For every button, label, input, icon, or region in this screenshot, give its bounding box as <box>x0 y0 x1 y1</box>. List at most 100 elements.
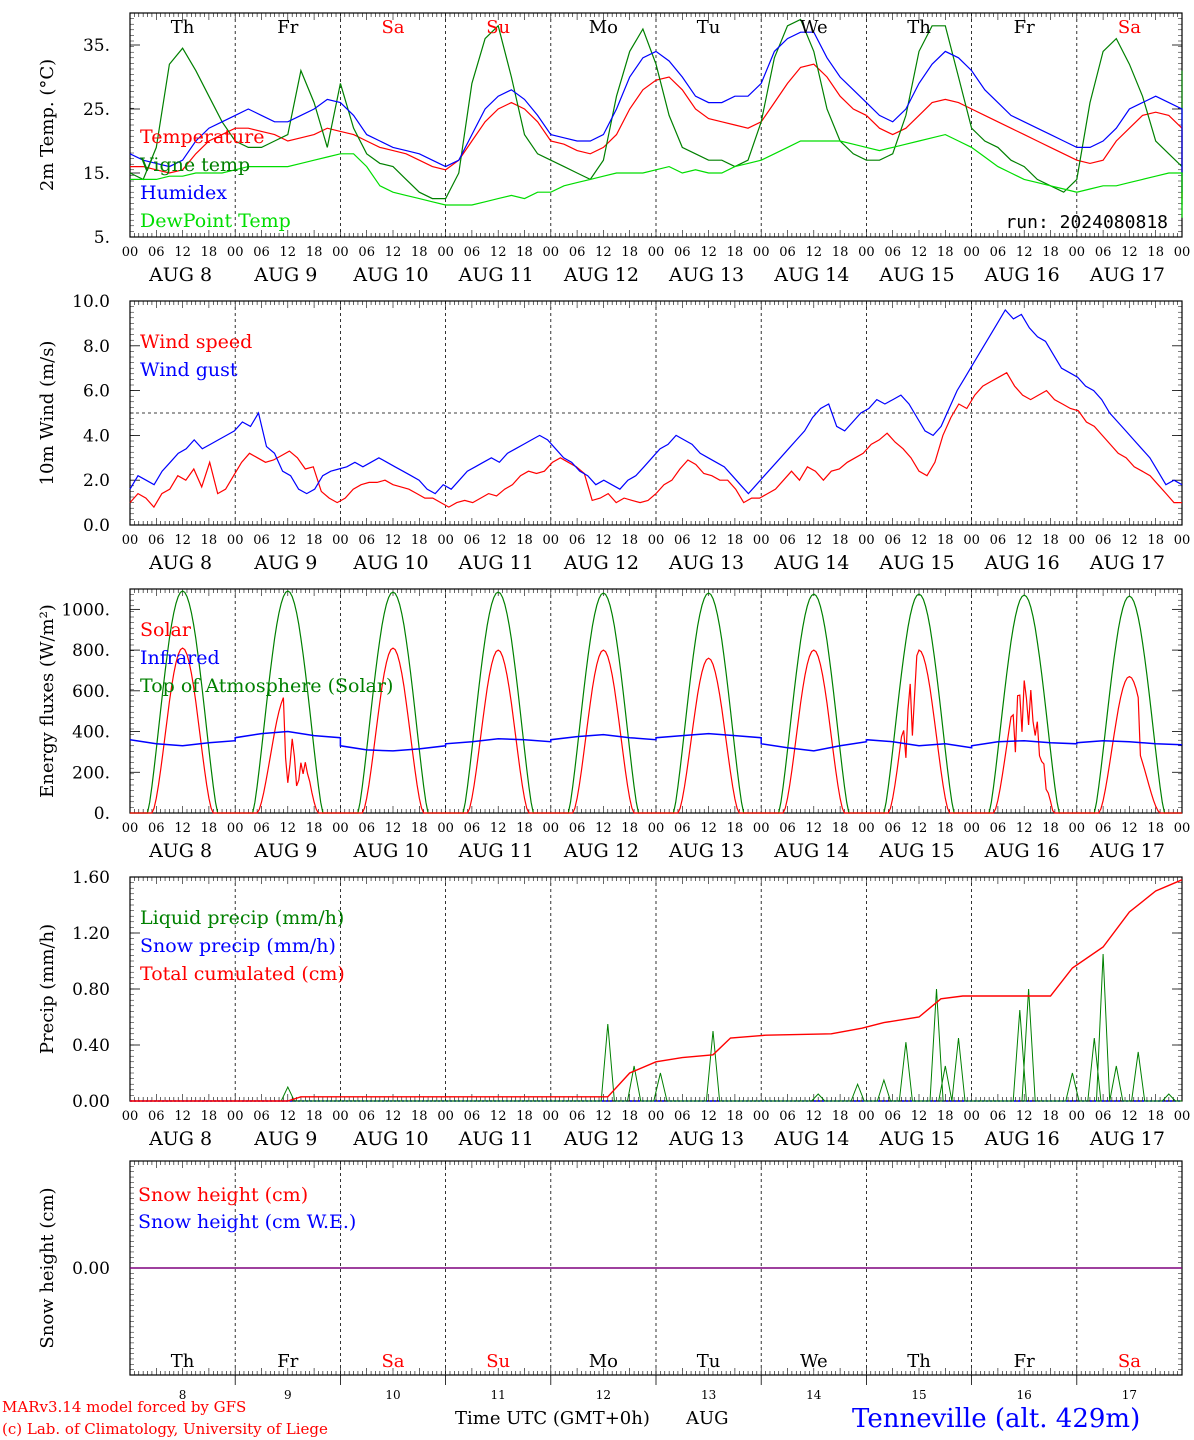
legend-entry: Solar <box>140 619 192 641</box>
hour-label: 12 <box>911 821 928 836</box>
weekday-label: Sa <box>1118 1351 1141 1372</box>
date-label: AUG 15 <box>878 1128 954 1150</box>
hour-label: 06 <box>464 245 481 260</box>
date-label: AUG 11 <box>458 552 534 574</box>
legend-entry: Snow height (cm W.E.) <box>138 1211 356 1233</box>
hour-label: 18 <box>1042 533 1059 548</box>
y-axis-title: 2m Temp. (°C) <box>37 59 58 191</box>
hour-label: 00 <box>227 821 244 836</box>
hour-label: 18 <box>1147 1109 1164 1124</box>
legend-entry: Top of Atmosphere (Solar) <box>140 675 393 697</box>
hour-label: 12 <box>806 245 823 260</box>
hour-label: 12 <box>174 821 191 836</box>
hour-label: 18 <box>937 245 954 260</box>
weekday-label: Th <box>171 1351 195 1372</box>
hour-label: 06 <box>1095 821 1112 836</box>
date-label: AUG 12 <box>563 840 639 862</box>
hour-label: 06 <box>1095 533 1112 548</box>
hour-label: 18 <box>201 1109 218 1124</box>
date-label: AUG 12 <box>563 264 639 286</box>
month-label: AUG <box>685 1408 729 1429</box>
date-label: AUG 13 <box>668 264 744 286</box>
hour-label: 00 <box>122 1109 139 1124</box>
hour-label: 12 <box>1016 1109 1033 1124</box>
hour-label: 12 <box>1121 821 1138 836</box>
hour-label: 18 <box>201 821 218 836</box>
hour-label: 00 <box>858 245 875 260</box>
weekday-label: Th <box>907 1351 931 1372</box>
y-tick-label: 1000. <box>61 600 110 620</box>
hour-label: 12 <box>490 1109 507 1124</box>
station-name: Tenneville (alt. 429m) <box>852 1404 1140 1434</box>
hour-label: 18 <box>937 821 954 836</box>
hour-label: 18 <box>937 533 954 548</box>
energy-panel: 0. 200. 400. 600. 800. 1000.Energy fluxes (W/… <box>37 588 1190 862</box>
weekday-label: Th <box>907 17 931 38</box>
hour-label: 12 <box>174 533 191 548</box>
date-label: AUG 13 <box>668 552 744 574</box>
weekday-label: Tu <box>697 1351 721 1372</box>
hour-label: 00 <box>543 245 560 260</box>
hour-label: 18 <box>1147 245 1164 260</box>
hour-label: 00 <box>437 533 454 548</box>
hour-label: 12 <box>1016 245 1033 260</box>
hour-label: 12 <box>385 533 402 548</box>
model-credit: MARv3.14 model forced by GFS <box>2 1398 246 1416</box>
hour-label: 00 <box>648 533 665 548</box>
hour-label: 06 <box>990 245 1007 260</box>
lab-credit: (c) Lab. of Climatology, University of L… <box>2 1420 328 1438</box>
legend-entry: DewPoint Temp <box>140 210 291 232</box>
y-tick-label: 25. <box>83 100 110 120</box>
weekday-label: Fr <box>1014 17 1035 38</box>
hour-label: 12 <box>911 245 928 260</box>
date-label: AUG 9 <box>253 264 317 286</box>
y-tick-label: 1.20 <box>72 924 110 944</box>
hour-label: 00 <box>1174 533 1191 548</box>
weekday-label: We <box>800 17 828 38</box>
hour-label: 12 <box>490 821 507 836</box>
legend-entry: Wind gust <box>140 359 238 381</box>
hour-label: 12 <box>280 821 297 836</box>
date-label: AUG 9 <box>253 840 317 862</box>
series-solar <box>130 647 1182 814</box>
wind-panel: 0.0 2.0 4.0 6.0 8.0 10.0 10m Wind (m/s) 00 06 12 1… <box>37 292 1190 574</box>
hour-label: 18 <box>727 821 744 836</box>
hour-label: 00 <box>648 245 665 260</box>
y-tick-label: 35. <box>83 36 110 56</box>
legend-entry: Liquid precip (mm/h) <box>140 907 344 929</box>
hour-label: 06 <box>779 245 796 260</box>
hour-label: 06 <box>884 821 901 836</box>
hour-label: 12 <box>806 821 823 836</box>
hour-label: 18 <box>727 1109 744 1124</box>
hour-label: 00 <box>1069 1109 1086 1124</box>
day-number-label: 17 <box>1122 1388 1137 1402</box>
date-label: AUG 16 <box>984 1128 1060 1150</box>
y-tick-label: 0.00 <box>72 1092 110 1112</box>
hour-label: 00 <box>227 245 244 260</box>
hour-label: 18 <box>306 1109 323 1124</box>
day-number-label: 8 <box>179 1388 187 1402</box>
hour-label: 12 <box>700 245 717 260</box>
y-axis-title: Precip (mm/h) <box>37 924 58 1054</box>
hour-label: 00 <box>332 1109 349 1124</box>
series-total-cumulated <box>130 879 1183 1102</box>
day-number-label: 15 <box>911 1388 926 1402</box>
y-tick-label: 0. <box>94 804 110 824</box>
hour-label: 12 <box>1121 1109 1138 1124</box>
hour-label: 06 <box>569 533 586 548</box>
hour-label: 18 <box>621 821 638 836</box>
weekday-label: Mo <box>589 17 618 38</box>
hour-label: 06 <box>358 821 375 836</box>
date-label: AUG 9 <box>253 552 317 574</box>
y-tick-label: 0.00 <box>72 1259 110 1279</box>
y-tick-label: 8.0 <box>83 337 110 357</box>
hour-label: 06 <box>884 245 901 260</box>
hour-label: 06 <box>674 533 691 548</box>
y-tick-label: 0.40 <box>72 1036 110 1056</box>
hour-label: 06 <box>569 821 586 836</box>
series-temperature <box>130 63 1183 199</box>
date-label: AUG 14 <box>773 1128 849 1150</box>
date-label: AUG 10 <box>352 552 428 574</box>
hour-label: 06 <box>779 533 796 548</box>
